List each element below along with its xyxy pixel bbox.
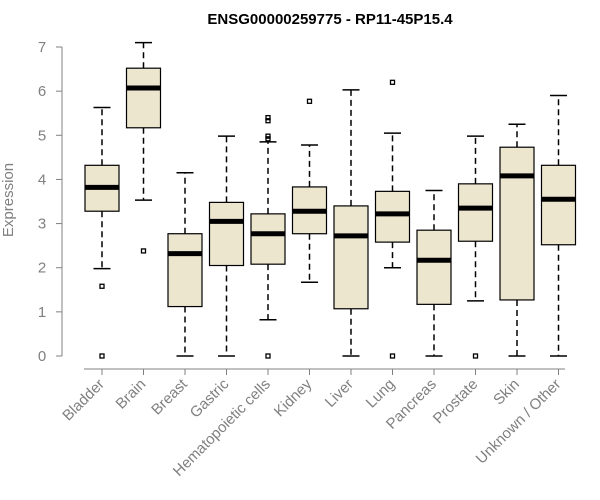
box-group — [374, 79, 411, 359]
x-tick-label: Breast — [148, 375, 191, 418]
y-tick-label: 2 — [38, 260, 46, 277]
outlier-point — [140, 248, 147, 254]
box-iqr — [333, 205, 369, 310]
outlier-point — [265, 114, 271, 121]
boxes — [84, 41, 577, 359]
box-iqr — [208, 201, 245, 267]
y-tick-label: 5 — [38, 127, 46, 144]
outlier-point — [306, 98, 313, 104]
box-iqr — [250, 213, 286, 265]
y-tick-label: 3 — [38, 216, 46, 233]
x-tick-label: Lung — [363, 376, 399, 412]
y-tick-label: 0 — [38, 348, 46, 365]
outlier-point — [265, 136, 271, 142]
box-group — [540, 94, 577, 357]
y-axis-title: Expression — [0, 163, 17, 237]
box-iqr — [499, 146, 535, 301]
y-tick-label: 7 — [38, 39, 46, 56]
box-group — [250, 114, 286, 359]
box-iqr — [374, 190, 411, 243]
box-iqr — [457, 183, 494, 242]
y-tick-label: 4 — [38, 171, 46, 188]
x-tick-label: Bladder — [59, 376, 108, 425]
outlier-point — [472, 353, 479, 359]
outlier-point — [265, 118, 271, 124]
box-group — [291, 98, 328, 284]
box-group — [125, 41, 162, 254]
outlier-point — [389, 79, 396, 85]
box-iqr — [416, 229, 452, 305]
box-group — [84, 106, 120, 359]
x-tick-label: Brain — [113, 376, 150, 413]
outlier-point — [99, 283, 105, 289]
box-group — [499, 123, 535, 357]
chart-title: ENSG00000259775 - RP11-45P15.4 — [207, 11, 453, 28]
outlier-point — [265, 353, 271, 359]
x-tick-label: Skin — [490, 376, 523, 409]
y-tick-label: 6 — [38, 83, 46, 100]
x-tick-label: Prostate — [430, 376, 482, 428]
box-group — [457, 135, 494, 359]
box-group — [333, 89, 369, 357]
outlier-point — [99, 353, 105, 359]
y-ticks: 0 1 2 3 4 5 6 7 — [38, 39, 62, 365]
box-iqr — [125, 67, 162, 129]
outlier-point — [389, 353, 396, 359]
x-tick-label: Liver — [322, 376, 357, 411]
y-tick-label: 1 — [38, 304, 46, 321]
x-tick-label: Kidney — [271, 375, 316, 420]
box-group — [167, 172, 203, 357]
box-group — [208, 135, 245, 357]
box-iqr — [167, 233, 203, 308]
box-iqr — [540, 164, 577, 246]
box-group — [416, 189, 452, 357]
